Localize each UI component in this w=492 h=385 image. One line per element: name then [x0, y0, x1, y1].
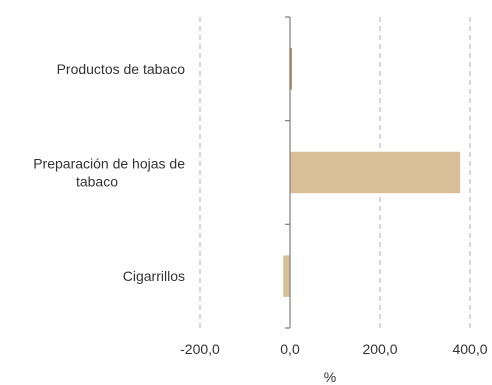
tick-labels: -200,0 0,0 200,0 400,0	[180, 341, 488, 357]
category-label-1-line-1: tabaco	[76, 174, 118, 190]
bar-2	[283, 255, 290, 297]
bars	[283, 48, 461, 297]
bar-0	[290, 48, 292, 90]
category-labels: Productos de tabaco Preparación de hojas …	[33, 61, 185, 284]
category-label-0: Productos de tabaco	[57, 61, 186, 77]
bar-1	[290, 151, 461, 194]
value-axis	[285, 16, 291, 329]
x-axis-title: %	[324, 369, 336, 385]
tick-label-3: 400,0	[452, 341, 487, 357]
category-label-2: Cigarrillos	[123, 268, 185, 284]
tick-label-2: 200,0	[362, 341, 397, 357]
category-label-1-line-0: Preparación de hojas de	[33, 156, 185, 172]
tick-label-1: 0,0	[280, 341, 300, 357]
tick-label-0: -200,0	[180, 341, 220, 357]
